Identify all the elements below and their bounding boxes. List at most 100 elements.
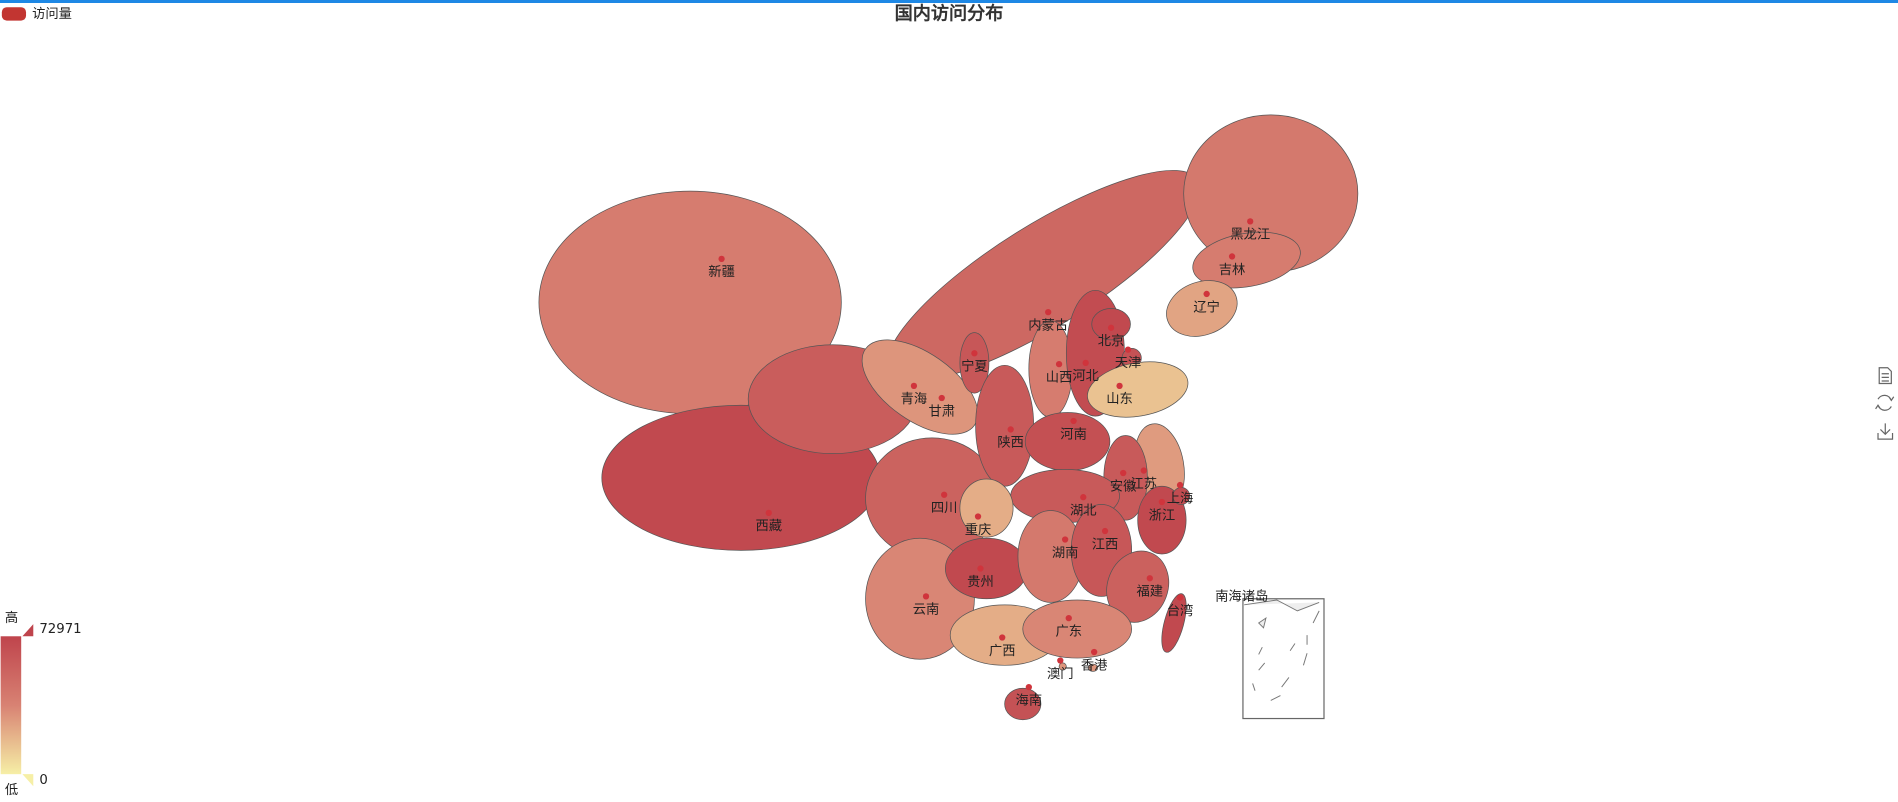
province-label: 台湾 xyxy=(1167,602,1194,619)
province-marker xyxy=(974,513,982,520)
province-label: 广东 xyxy=(1055,623,1082,639)
data-view-button[interactable] xyxy=(1878,367,1892,385)
province-label: 江苏 xyxy=(1130,476,1157,492)
province-label: 四川 xyxy=(931,501,958,516)
province-marker xyxy=(1007,426,1014,433)
province-marker xyxy=(1025,683,1032,691)
province-marker xyxy=(910,382,918,390)
province-label: 澳门 xyxy=(1047,666,1074,682)
province-marker xyxy=(1124,346,1132,353)
province[interactable] xyxy=(1058,662,1067,671)
province-label: 湖北 xyxy=(1070,502,1097,518)
province-marker xyxy=(765,509,772,517)
inset-label: 南海诸岛 xyxy=(1215,588,1268,604)
province-label: 山西 xyxy=(1046,369,1073,385)
toolbox[interactable] xyxy=(1875,367,1895,440)
province-marker xyxy=(938,394,945,402)
province-label: 江西 xyxy=(1092,536,1119,552)
province-marker xyxy=(1247,218,1254,225)
province-label: 海南 xyxy=(1016,692,1043,708)
province-marker xyxy=(1146,575,1153,582)
province-marker xyxy=(1057,657,1064,664)
province-marker xyxy=(1116,382,1123,390)
restore-button[interactable] xyxy=(1875,394,1895,411)
legend-swatch[interactable] xyxy=(1,7,27,21)
province-marker xyxy=(999,634,1006,641)
province-marker xyxy=(922,593,930,600)
province-marker xyxy=(718,255,725,263)
save-image-button[interactable] xyxy=(1877,423,1894,440)
province-marker xyxy=(1107,324,1115,331)
province[interactable] xyxy=(959,478,1014,538)
province-label: 香港 xyxy=(1081,657,1108,673)
visual-map[interactable]: 高 低 72971 0 xyxy=(0,609,82,798)
province-label: 福建 xyxy=(1137,584,1164,600)
province-marker xyxy=(1070,417,1077,425)
province-label: 重庆 xyxy=(965,522,992,538)
top-border xyxy=(0,0,1898,3)
province-label: 西藏 xyxy=(755,518,782,534)
province[interactable] xyxy=(1022,599,1133,659)
province-marker xyxy=(1082,359,1089,367)
province-label: 云南 xyxy=(913,602,940,618)
province-marker xyxy=(977,565,984,572)
province-marker xyxy=(1045,308,1052,316)
visual-map-handle[interactable] xyxy=(22,774,34,787)
province[interactable] xyxy=(1004,687,1042,721)
province-label: 吉林 xyxy=(1219,262,1246,278)
visual-map-max: 72971 xyxy=(39,622,81,637)
legend[interactable]: 访问量 xyxy=(1,6,72,22)
province[interactable] xyxy=(975,364,1035,487)
province-label: 贵州 xyxy=(967,574,994,590)
province-label: 黑龙江 xyxy=(1230,227,1270,243)
province-marker xyxy=(971,350,978,357)
inset-islands xyxy=(1244,599,1320,701)
province-label: 北京 xyxy=(1098,333,1125,349)
province-label: 山东 xyxy=(1106,391,1133,407)
province-marker xyxy=(1176,594,1184,601)
province-marker xyxy=(1176,481,1184,489)
province[interactable] xyxy=(1159,271,1245,346)
province[interactable] xyxy=(1188,224,1304,295)
province-marker xyxy=(1055,360,1063,368)
province-marker xyxy=(1140,467,1147,474)
visual-map-bar[interactable] xyxy=(0,636,22,775)
legend-label[interactable]: 访问量 xyxy=(32,6,72,22)
province[interactable] xyxy=(1137,485,1187,555)
province[interactable] xyxy=(1083,354,1192,424)
province-label: 甘肃 xyxy=(928,403,955,419)
province[interactable] xyxy=(1157,591,1191,654)
province-marker xyxy=(941,491,948,498)
province[interactable] xyxy=(1028,320,1073,418)
province-label: 辽宁 xyxy=(1193,298,1220,315)
province-label: 广西 xyxy=(989,643,1016,659)
province-label: 内蒙古 xyxy=(1028,317,1068,333)
province-marker xyxy=(1080,494,1087,501)
province-label: 宁夏 xyxy=(961,358,988,375)
province-label: 天津 xyxy=(1115,355,1142,371)
visual-map-high: 高 xyxy=(5,609,18,626)
province-marker xyxy=(1101,527,1109,535)
chart-title: 国内访问分布 xyxy=(895,3,1004,25)
inset-frame xyxy=(1242,598,1325,720)
province[interactable] xyxy=(1091,308,1131,341)
province-marker xyxy=(1158,498,1166,506)
visual-map-handle[interactable] xyxy=(22,624,34,637)
province-marker xyxy=(1091,648,1098,656)
province-label: 浙江 xyxy=(1149,507,1176,523)
province-label: 安徽 xyxy=(1110,478,1137,494)
province-label: 陕西 xyxy=(997,435,1024,451)
south-sea-inset: 南海诸岛 xyxy=(1215,588,1325,720)
province-label: 河北 xyxy=(1072,368,1099,384)
province[interactable] xyxy=(959,332,990,394)
province-label: 湖南 xyxy=(1052,545,1079,561)
province-marker xyxy=(1061,536,1069,543)
province-marker xyxy=(1120,469,1127,477)
province[interactable] xyxy=(1087,663,1099,672)
province[interactable] xyxy=(846,321,994,453)
province-label: 新疆 xyxy=(708,264,735,280)
regions xyxy=(538,114,1359,721)
province-marker xyxy=(1065,614,1072,622)
